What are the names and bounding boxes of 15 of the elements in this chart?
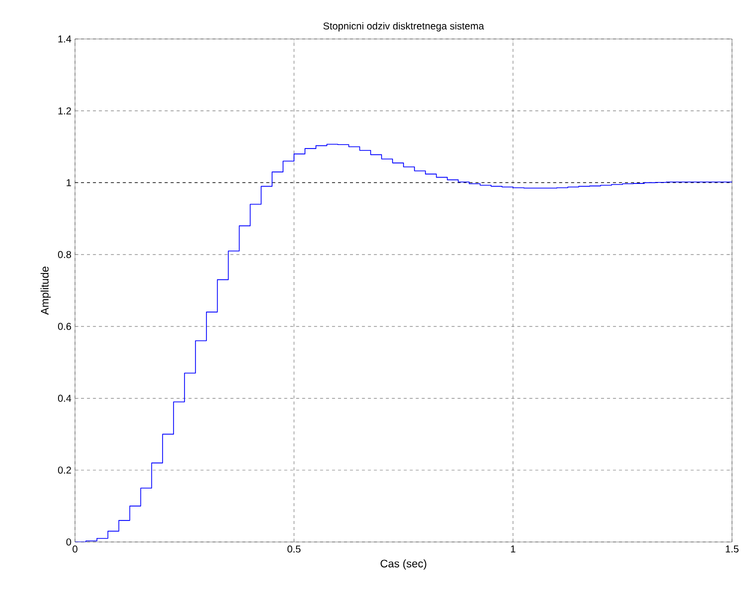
- y-tick-label: 0.6: [58, 322, 72, 330]
- x-tick-label: 1: [511, 546, 516, 552]
- y-tick-label: 1.2: [58, 107, 71, 114]
- y-tick-label: 1.4: [58, 36, 72, 42]
- x-tick-label: 0.5: [287, 546, 301, 553]
- y-tick-label: 0.8: [58, 251, 72, 258]
- x-tick-label: 1.5: [726, 546, 739, 552]
- y-tick-label: 0: [66, 538, 72, 546]
- y-tick-label: 1: [66, 179, 72, 186]
- y-tick-label: 0.2: [58, 466, 71, 474]
- y-tick-label: 0.4: [58, 394, 72, 402]
- chart-title: Stopnicni odziv disktretnega sistema: [323, 22, 484, 32]
- y-axis-title: Amplitude: [40, 266, 51, 315]
- x-axis-title: Cas (sec): [380, 559, 426, 570]
- x-tick-label: 0: [72, 546, 78, 553]
